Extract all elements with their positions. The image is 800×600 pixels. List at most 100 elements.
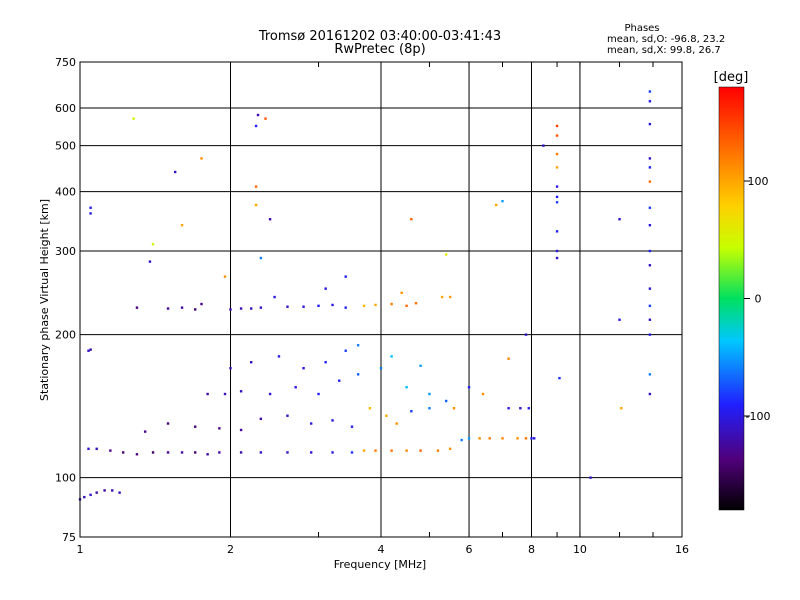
data-point — [555, 195, 559, 199]
x-tick-label: 16 — [675, 543, 689, 556]
x-tick-label: 1 — [77, 543, 84, 556]
data-point — [356, 344, 360, 347]
data-point — [519, 407, 522, 410]
data-point — [648, 287, 652, 290]
data-point — [467, 437, 471, 440]
data-point — [558, 376, 561, 380]
x-axis-ticks: 1 2 4 6 8 10 16 — [77, 62, 689, 556]
data-point — [648, 333, 652, 336]
data-point — [87, 447, 90, 451]
data-point — [254, 124, 258, 128]
data-point — [419, 449, 422, 452]
data-point — [618, 218, 621, 221]
y-tick-label: 100 — [55, 472, 76, 485]
data-point — [229, 308, 232, 311]
data-point — [135, 306, 139, 309]
data-point — [532, 437, 536, 440]
data-point — [268, 392, 272, 396]
data-point — [648, 206, 652, 209]
data-point — [331, 419, 334, 422]
data-point — [452, 407, 456, 410]
data-point — [516, 437, 519, 440]
data-point — [555, 230, 559, 233]
data-point — [180, 224, 184, 227]
data-point — [103, 489, 106, 492]
data-point — [338, 379, 341, 382]
data-point — [254, 185, 258, 188]
data-point — [507, 407, 510, 410]
data-point — [87, 349, 90, 352]
data-point — [530, 437, 533, 440]
data-point — [410, 410, 413, 413]
data-point — [555, 249, 559, 253]
data-point — [194, 451, 197, 454]
data-point — [379, 366, 383, 370]
data-point — [350, 451, 354, 454]
x-tick-label: 2 — [227, 543, 234, 556]
data-point — [277, 355, 281, 358]
y-tick-label: 750 — [55, 56, 76, 69]
colorbar-tick-label: 0 — [755, 293, 762, 306]
data-point — [239, 390, 243, 393]
y-tick-label: 500 — [55, 140, 76, 153]
data-point — [405, 304, 408, 308]
data-point — [374, 449, 377, 452]
data-point — [385, 414, 388, 417]
data-point — [448, 447, 452, 451]
data-point — [362, 449, 366, 452]
y-tick-label: 600 — [55, 102, 76, 115]
data-point — [555, 134, 559, 137]
data-point — [555, 166, 559, 169]
data-point — [218, 427, 221, 430]
data-point — [286, 305, 289, 308]
data-point — [648, 157, 652, 160]
colorbar-tick-label: 100 — [748, 175, 769, 188]
data-point — [118, 491, 121, 494]
y-tick-label: 300 — [55, 245, 76, 258]
colorbar-label: [deg] — [714, 70, 749, 85]
colorbar — [718, 86, 745, 511]
data-point — [194, 425, 197, 428]
data-point — [414, 301, 418, 305]
data-point — [324, 361, 327, 364]
legend-heading: Phases — [624, 23, 659, 34]
data-point — [478, 437, 481, 440]
data-point — [294, 386, 297, 389]
data-point — [467, 386, 471, 389]
data-point — [648, 264, 652, 267]
y-tick-label: 75 — [62, 531, 76, 544]
data-point — [194, 308, 197, 311]
x-tick-label: 4 — [378, 543, 385, 556]
data-point — [460, 438, 463, 442]
data-point — [143, 430, 147, 433]
data-point — [166, 422, 170, 425]
data-point — [264, 117, 267, 120]
data-point — [368, 407, 372, 410]
data-point — [89, 212, 92, 215]
data-point — [390, 355, 393, 358]
data-point — [309, 422, 313, 425]
data-point — [317, 392, 320, 396]
data-point — [223, 275, 227, 278]
grid-lines — [80, 62, 682, 537]
data-point — [229, 366, 232, 370]
data-point — [648, 249, 652, 253]
data-point — [356, 373, 360, 376]
data-point — [444, 253, 448, 256]
data-point — [344, 349, 347, 352]
data-point — [324, 287, 327, 290]
x-tick-label: 6 — [466, 543, 473, 556]
chart-subtitle: RwPretec (8p) — [334, 42, 425, 57]
data-point — [362, 304, 366, 308]
data-point — [200, 302, 203, 306]
data-point — [302, 366, 305, 370]
data-point — [648, 304, 652, 308]
data-point — [344, 275, 347, 278]
data-point — [218, 451, 221, 454]
data-point — [542, 144, 545, 147]
data-point — [180, 306, 184, 309]
data-point — [395, 422, 398, 425]
data-point — [83, 495, 86, 499]
data-point — [151, 451, 155, 454]
